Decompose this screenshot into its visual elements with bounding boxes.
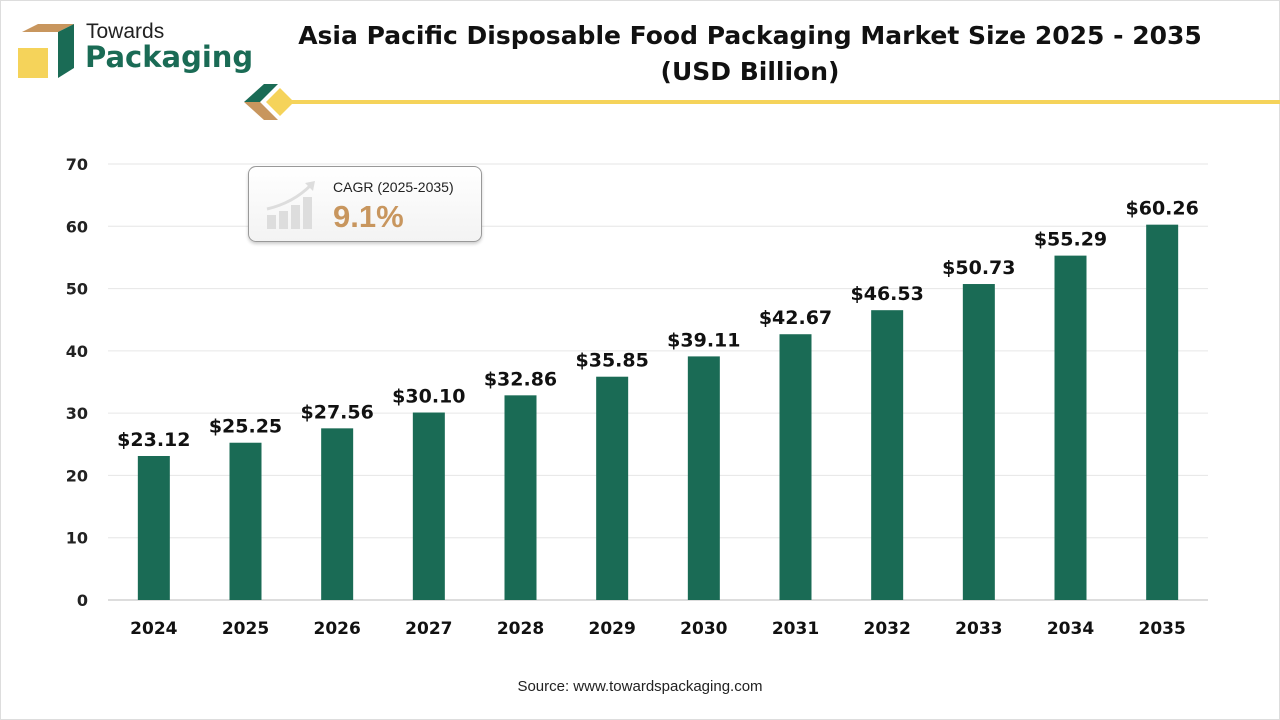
bar [871, 310, 904, 600]
x-tick-label: 2030 [680, 619, 727, 639]
bar [1054, 255, 1087, 600]
data-label: $60.26 [1126, 198, 1199, 220]
x-tick-label: 2029 [589, 619, 636, 639]
y-tick-label: 0 [77, 591, 88, 610]
y-tick-label: 10 [66, 529, 88, 548]
bar [596, 376, 629, 600]
x-tick-label: 2028 [497, 619, 544, 639]
y-tick-label: 50 [66, 280, 88, 299]
logo-icon [18, 24, 74, 78]
data-label: $32.86 [484, 368, 557, 390]
title-decoration [244, 84, 1280, 120]
x-tick-label: 2026 [314, 619, 361, 639]
y-tick-label: 20 [66, 466, 88, 485]
data-label: $39.11 [667, 329, 740, 351]
bar [137, 455, 170, 600]
growth-bar-chart-icon [266, 181, 315, 229]
cagr-label: CAGR (2025-2035) [333, 179, 454, 195]
data-label: $27.56 [301, 401, 374, 423]
bar [412, 412, 445, 600]
bar [229, 442, 262, 600]
source-text: Source: www.towardspackaging.com [517, 678, 763, 695]
logo-text-towards: Towards [86, 20, 165, 43]
bar [504, 395, 537, 600]
data-label: $46.53 [851, 283, 924, 305]
x-tick-label: 2027 [405, 619, 452, 639]
x-tick-label: 2031 [772, 619, 819, 639]
bar [1146, 224, 1179, 600]
x-tick-label: 2024 [130, 619, 177, 639]
x-tick-label: 2025 [222, 619, 269, 639]
x-tick-label: 2033 [955, 619, 1002, 639]
x-tick-label: 2034 [1047, 619, 1094, 639]
bar [321, 428, 354, 600]
data-label: $35.85 [576, 350, 649, 372]
y-tick-label: 40 [66, 342, 88, 361]
data-label: $50.73 [942, 257, 1015, 279]
cagr-value: 9.1% [333, 199, 404, 234]
data-label: $25.25 [209, 416, 282, 438]
x-tick-label: 2032 [864, 619, 911, 639]
x-tick-label: 2035 [1139, 619, 1186, 639]
title-line-2: (USD Billion) [660, 57, 840, 86]
cagr-box: CAGR (2025-2035) 9.1% [248, 166, 482, 242]
data-label: $23.12 [117, 429, 190, 451]
y-tick-label: 30 [66, 404, 88, 423]
bar [779, 334, 812, 600]
logo-text-packaging: Packaging [85, 40, 254, 74]
data-label: $42.67 [759, 307, 832, 329]
data-label: $30.10 [392, 386, 465, 408]
title-line-1: Asia Pacific Disposable Food Packaging M… [298, 21, 1202, 50]
data-label: $55.29 [1034, 229, 1107, 251]
y-tick-label: 70 [66, 155, 88, 174]
chart-title: Asia Pacific Disposable Food Packaging M… [270, 18, 1230, 90]
bar [962, 284, 995, 600]
y-tick-label: 60 [66, 217, 88, 236]
bar [687, 356, 720, 600]
